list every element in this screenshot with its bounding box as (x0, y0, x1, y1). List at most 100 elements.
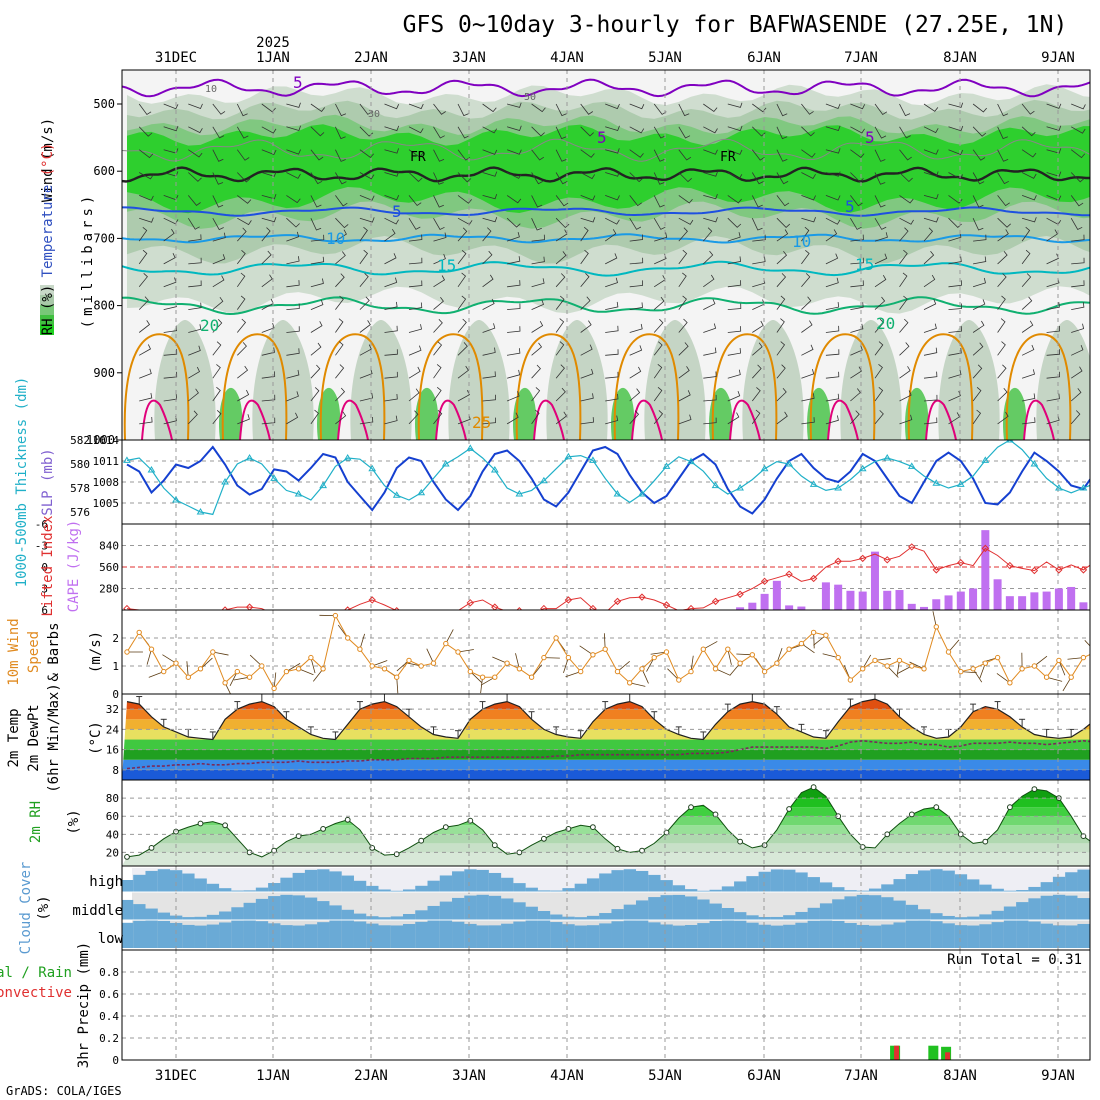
rh-key-swatch (40, 325, 54, 335)
wind-barb (506, 125, 522, 131)
wind-barb (629, 195, 643, 207)
contour-temp30 (337, 399, 369, 440)
cloud-middle-bar (501, 898, 514, 920)
cloud-high-bar (452, 871, 465, 892)
y-tick-label: 800 (93, 299, 115, 313)
surface-wind-barb (457, 649, 474, 653)
wind-barb (1046, 148, 1062, 154)
wind-barb (678, 272, 687, 288)
rh-marker (344, 816, 351, 823)
wind-speed-marker (308, 654, 314, 661)
cape-bar (870, 551, 879, 610)
wind-barb (1071, 234, 1085, 242)
wind-speed-marker (479, 674, 486, 680)
wind-barb (1021, 195, 1037, 201)
contour-label-fr: FR (720, 150, 736, 165)
p3-cape-label: CAPE (J/kg) (66, 520, 82, 613)
cloud-high-bar (832, 887, 845, 892)
rh-marker (320, 826, 327, 832)
wind-barb (923, 347, 938, 356)
wind-barb (384, 195, 400, 201)
wind-barb (310, 126, 325, 137)
wind-barb (433, 410, 443, 425)
cloud-low-bar (513, 921, 526, 948)
wind-speed-marker (295, 666, 302, 672)
cloud-low-bar (133, 920, 146, 948)
wind-speed-marker (467, 668, 473, 675)
rh-column (546, 320, 608, 440)
p2-lines (123, 440, 1090, 516)
wind-barb (629, 302, 643, 310)
wind-barb (1070, 149, 1086, 159)
wind-barb (506, 412, 519, 425)
wind-barb (653, 195, 665, 208)
cape-bar (907, 603, 916, 610)
wind-barb (1021, 369, 1035, 379)
wind-barb (727, 348, 742, 356)
wind-speed-marker (394, 674, 400, 680)
wind-barb (384, 371, 398, 379)
contour-wind5-top (122, 78, 1090, 98)
wind-barb (236, 126, 249, 139)
thickness-marker (123, 456, 131, 463)
li-marker (343, 606, 352, 610)
wind-barb (261, 171, 277, 177)
wind-barb (212, 319, 223, 333)
temp-band (122, 729, 1090, 740)
wind-barb (188, 149, 203, 158)
wind-barb (187, 195, 201, 206)
p5-fill (122, 694, 1090, 780)
cape-lifted-index-panel: 280 560 840 -6 -3 0 3 6 (35, 518, 1091, 617)
li-marker (245, 603, 254, 610)
rh-marker (761, 842, 768, 849)
wind-barb (580, 249, 589, 265)
wind-barb (384, 103, 400, 110)
cloud-high-bar (770, 869, 784, 892)
wind-barb (923, 250, 935, 265)
precip-panel: 0 0.2 0.4 0.6 0.8 (99, 949, 1091, 1067)
cloud-middle-bar (1003, 906, 1017, 920)
rh-marker (590, 824, 596, 830)
rh-marker (982, 838, 989, 845)
wind-barb (310, 342, 322, 356)
wind-barb (850, 195, 863, 207)
wind-barb (801, 172, 816, 180)
p1-wind-label: Wind (m/s) (40, 118, 56, 202)
wind-barb (997, 295, 1006, 310)
precip-convective-bar (894, 1045, 900, 1060)
wind-barb (188, 324, 202, 333)
rh-band (122, 787, 1090, 790)
cape-bar (736, 607, 745, 610)
thickness-marker (1055, 484, 1063, 491)
rh-band (122, 825, 1090, 835)
cloud-high-bar (206, 883, 220, 892)
wind-barb (507, 256, 521, 265)
cloud-low-bar (697, 923, 710, 948)
wind-barb (973, 234, 987, 242)
wind-barb (482, 250, 493, 265)
cloud-low-bar (562, 924, 575, 948)
wind-barb (1071, 257, 1085, 265)
cloud-high-bar (709, 889, 722, 892)
wind-barb (997, 250, 1008, 265)
wind-barb (507, 280, 521, 288)
wind-barb (310, 256, 325, 265)
wind-barb (948, 195, 963, 204)
contour-label-teal15: 15 (437, 256, 456, 275)
cloud-middle-bar (304, 897, 318, 920)
p5-label-c: (6hr Min/Max) (46, 683, 62, 793)
wind-barb (825, 229, 838, 242)
thick-tick-label: 576 (70, 506, 90, 519)
wind-barb (1070, 388, 1082, 402)
cloud-high-bar (1016, 890, 1029, 892)
cloud-high-bar (918, 870, 931, 892)
wind-barb (408, 366, 421, 379)
wind-barb (899, 366, 911, 379)
wind-barb (776, 229, 789, 242)
wind-speed-marker (896, 657, 903, 664)
wind-barb (653, 217, 666, 230)
wind-barb (751, 172, 764, 185)
contour-temp30 (925, 399, 957, 440)
wind-barb (825, 349, 840, 356)
cloud-high-bar (513, 883, 526, 892)
